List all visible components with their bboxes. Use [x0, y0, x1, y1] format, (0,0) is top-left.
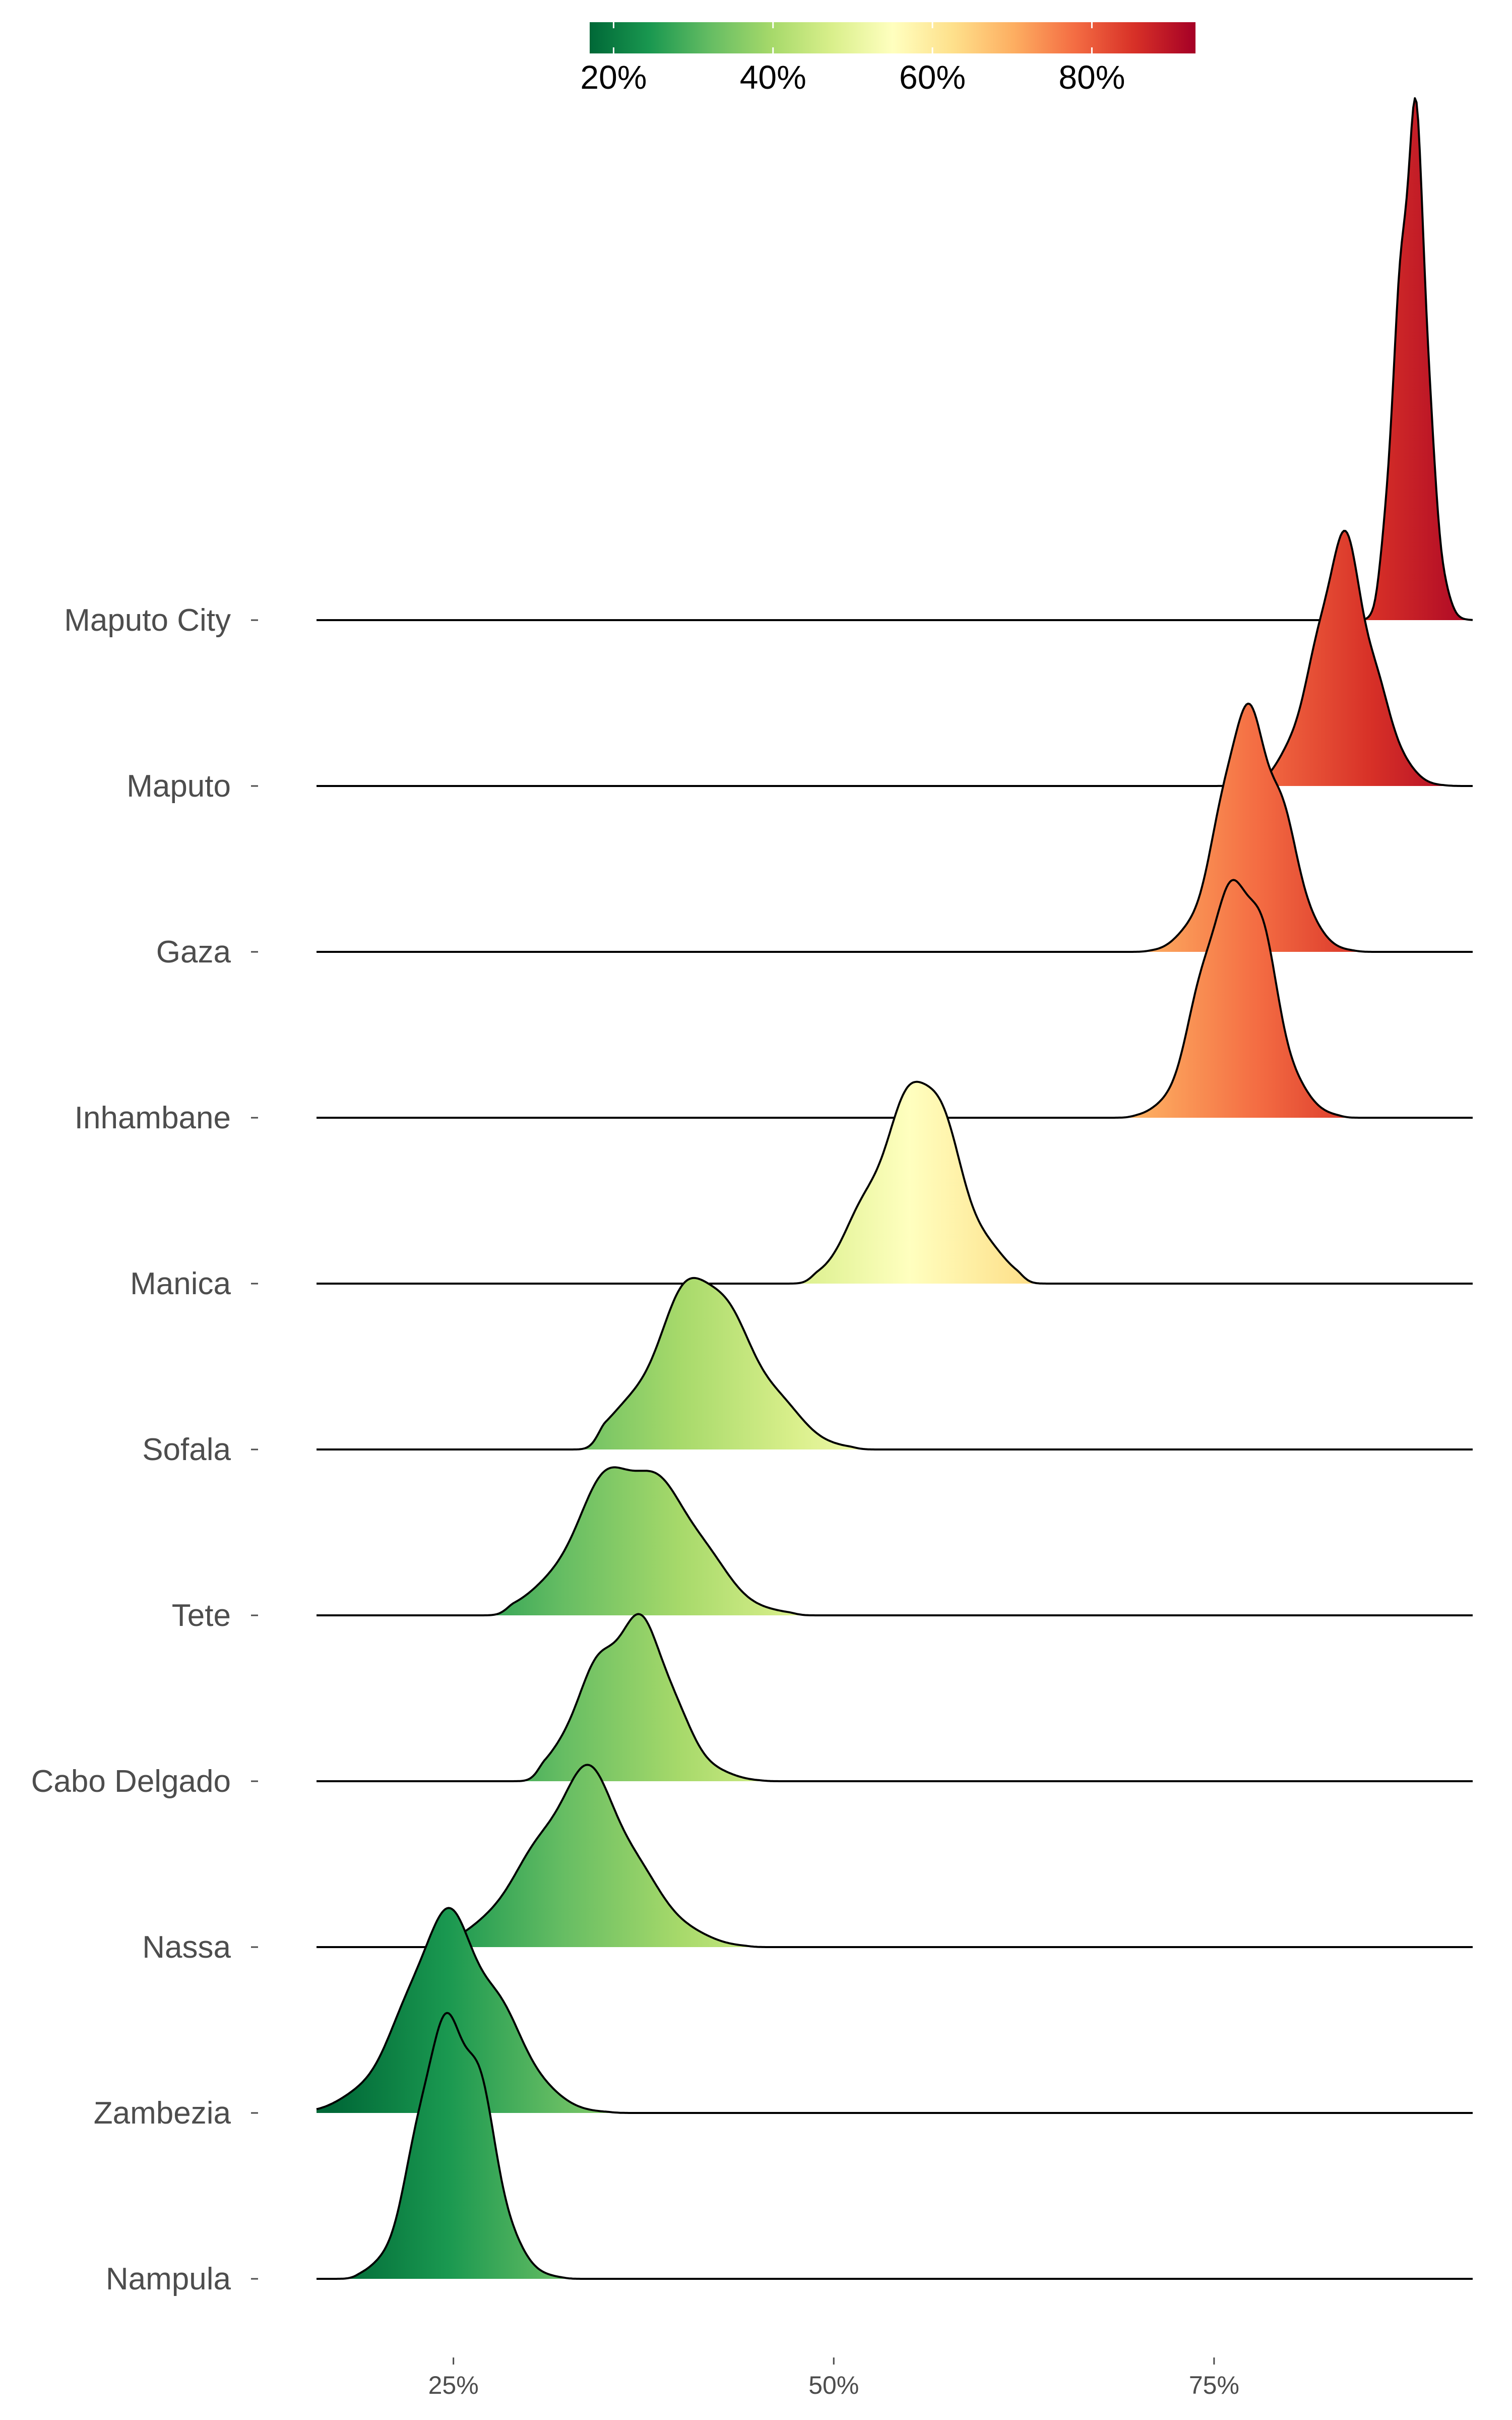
ridge-tete	[317, 1466, 1473, 1616]
y-tick-label-zambezia: Zambezia	[94, 2096, 231, 2131]
x-axis: 25% 50% 75%	[428, 2357, 1239, 2399]
ridge-sofala	[317, 1277, 1473, 1450]
y-tick-label-nassa: Nassa	[142, 1930, 231, 1965]
y-tick-label-maputo-city: Maputo City	[64, 603, 231, 638]
y-tick-label-maputo: Maputo	[127, 769, 231, 804]
ridge-cabo-delgado	[317, 1613, 1473, 1782]
x-tick-label: 25%	[428, 2371, 479, 2399]
ridge-nampula	[317, 2012, 1473, 2280]
y-tick-label-nampula: Nampula	[106, 2262, 231, 2296]
ridge-area-nampula	[317, 2013, 1473, 2279]
ridge-maputo-city	[317, 97, 1473, 621]
y-tick-label-cabo-delgado: Cabo Delgado	[31, 1764, 231, 1799]
ridge-line-nampula	[317, 2012, 1473, 2280]
ridge-area-maputo	[317, 530, 1473, 786]
ridge-manica	[317, 1080, 1473, 1285]
colorbar-bar	[590, 22, 1195, 53]
y-tick-label-gaza: Gaza	[156, 935, 231, 970]
ridge-line-zambezia	[316, 1907, 1473, 2114]
ridge-nassa	[317, 1764, 1473, 1948]
ridge-line-maputo-city	[317, 97, 1473, 621]
ridge-area-gaza	[317, 703, 1473, 952]
y-tick-label-inhambane: Inhambane	[75, 1101, 231, 1135]
ridge-line-maputo	[317, 529, 1473, 787]
ridge-area-tete	[317, 1467, 1473, 1615]
colorbar: 20% 40% 60% 80%	[580, 22, 1195, 96]
x-tick-label: 50%	[808, 2371, 859, 2399]
colorbar-tick-label: 40%	[740, 58, 806, 96]
ridge-area-inhambane	[317, 880, 1473, 1118]
ridge-line-manica	[317, 1080, 1473, 1285]
y-tick-label-tete: Tete	[172, 1598, 231, 1633]
colorbar-tick-label: 60%	[899, 58, 966, 96]
y-tick-label-manica: Manica	[130, 1266, 231, 1301]
ridge-line-tete	[317, 1466, 1473, 1616]
ridge-area-sofala	[317, 1278, 1473, 1449]
ridge-line-cabo-delgado	[317, 1613, 1473, 1782]
x-tick-label: 75%	[1189, 2371, 1239, 2399]
ridge-gaza	[317, 702, 1473, 953]
ridge-line-nassa	[317, 1764, 1473, 1948]
ridge-area-maputo-city	[317, 98, 1473, 620]
ridge-line-gaza	[317, 702, 1473, 953]
y-axis: Maputo City Maputo Gaza Inhambane Manica Sofa…	[31, 603, 258, 2296]
colorbar-tick-label: 80%	[1058, 58, 1125, 96]
colorbar-tick-label: 20%	[580, 58, 647, 96]
ridge-area-manica	[317, 1081, 1473, 1284]
ridge-maputo	[317, 529, 1473, 787]
ridge-area-cabo-delgado	[317, 1614, 1473, 1781]
ridges	[316, 97, 1473, 2280]
ridge-area-nassa	[317, 1765, 1473, 1947]
y-tick-label-sofala: Sofala	[142, 1432, 231, 1467]
ridge-line-sofala	[317, 1277, 1473, 1450]
